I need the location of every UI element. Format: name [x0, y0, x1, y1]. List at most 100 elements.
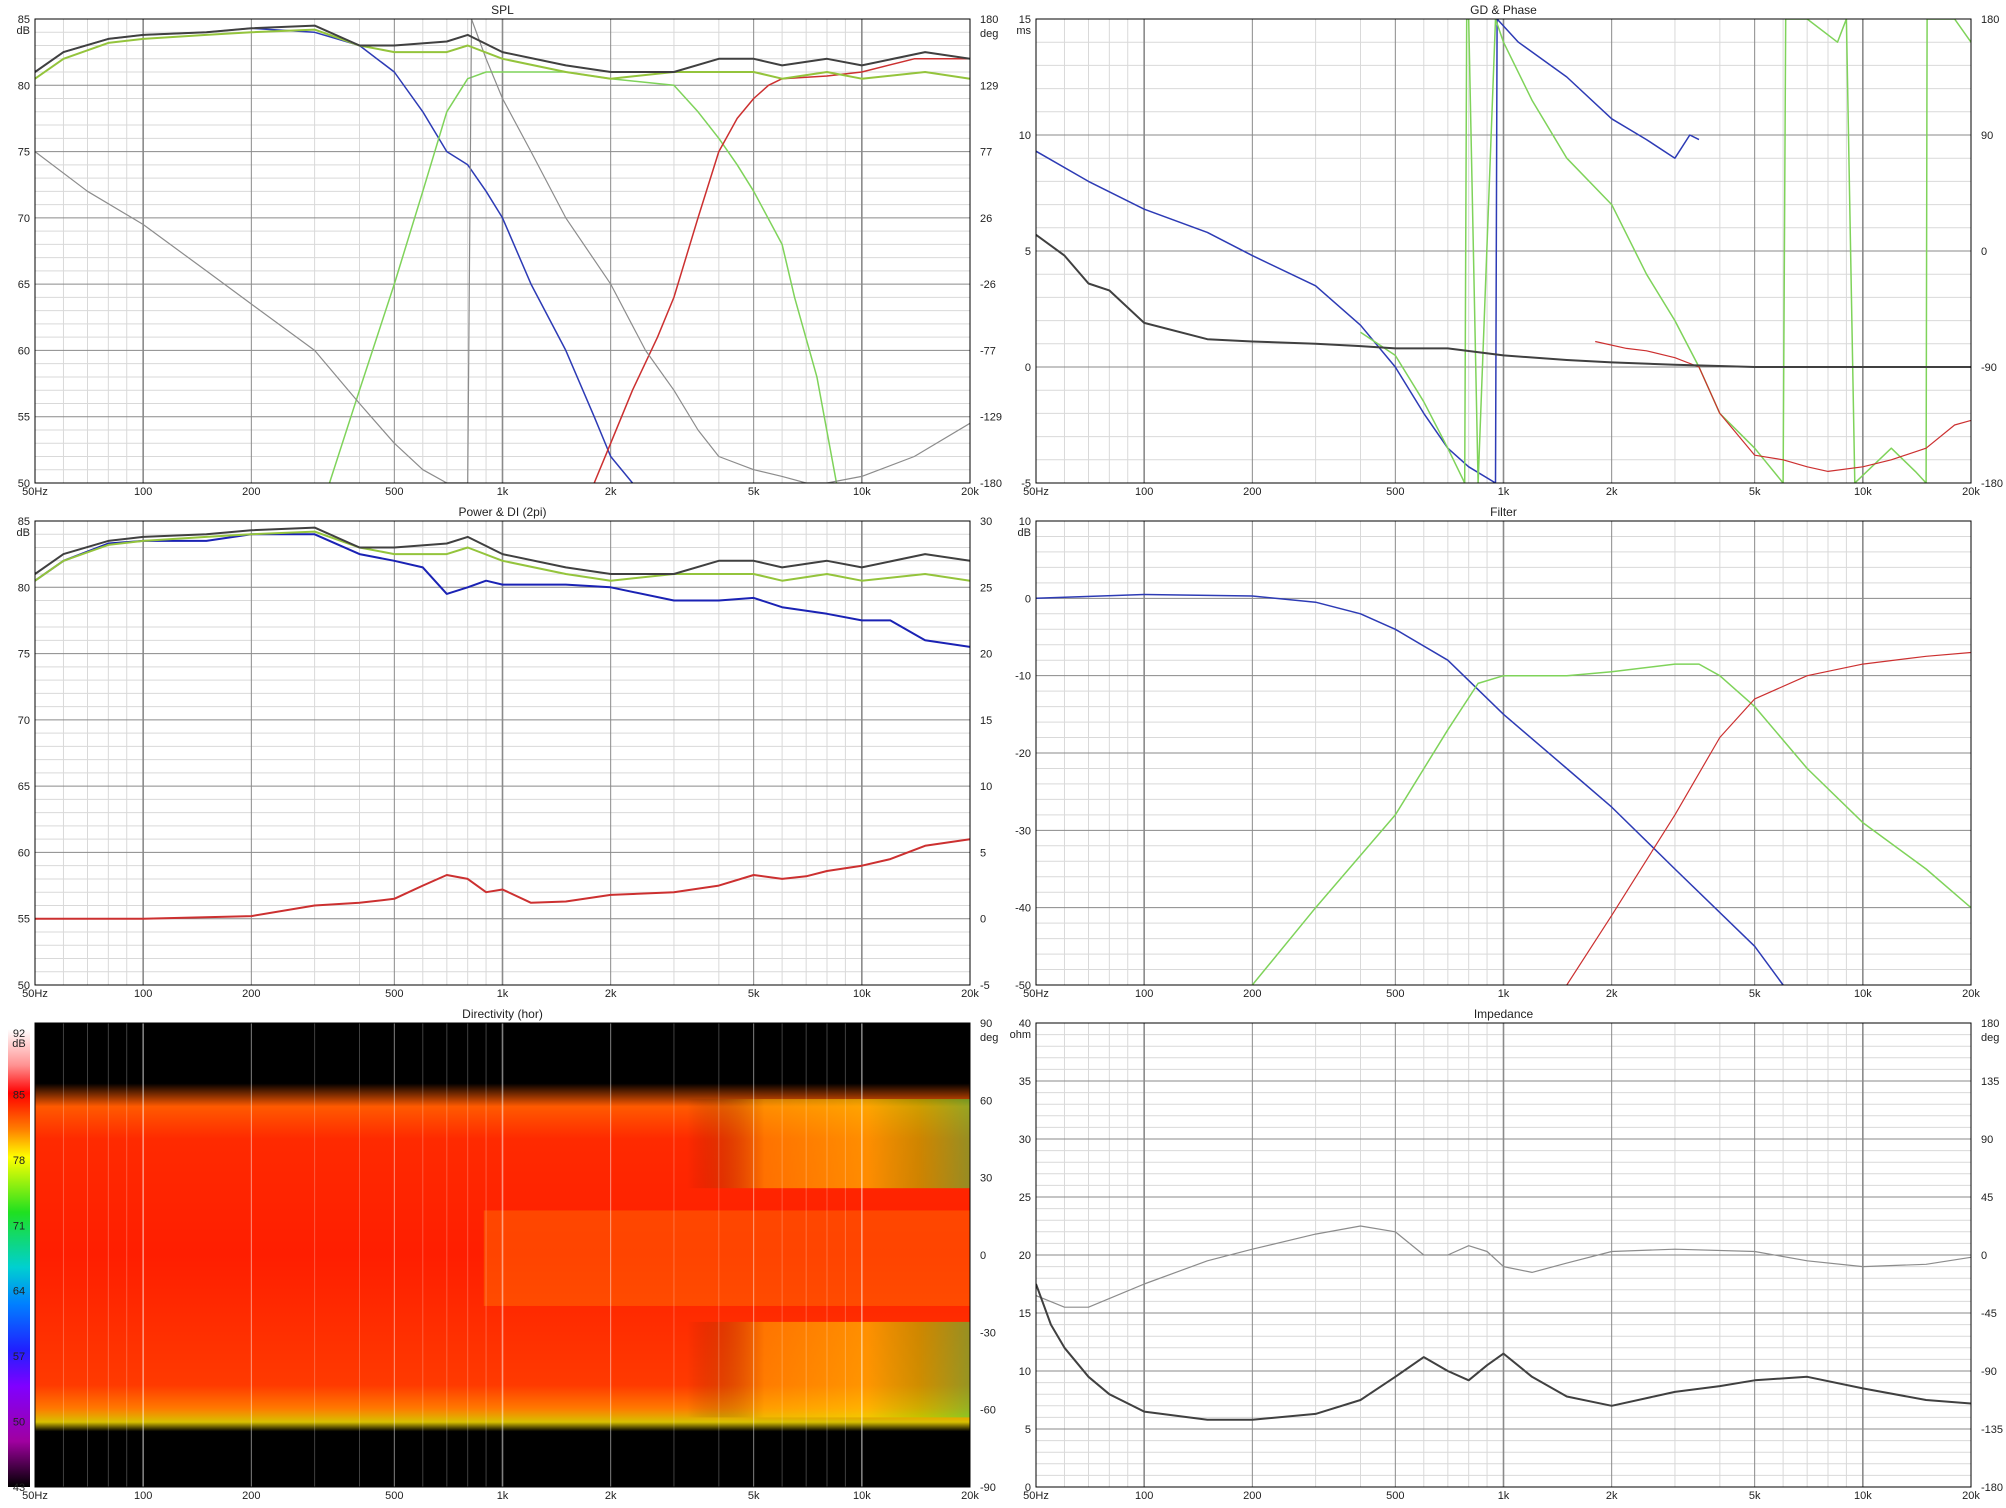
colorbar-label: 92 [13, 1028, 25, 1040]
x-tick-label: 1k [497, 1490, 509, 1502]
x-tick-label: 2k [605, 988, 617, 1000]
x-tick-label: 20k [961, 486, 979, 498]
series-line-dark [1036, 233, 1971, 368]
y-tick-label: 60 [18, 847, 30, 859]
y2-tick-label: -129 [980, 412, 1002, 424]
y2-tick-label: 0 [1981, 246, 1987, 258]
x-tick-label: 100 [134, 486, 152, 498]
chart-title: Impedance [1474, 1007, 1534, 1021]
y-tick-label: 55 [18, 914, 30, 926]
chart-title: Power & DI (2pi) [458, 505, 546, 519]
y-tick-label: 85 [18, 516, 30, 528]
colorbar-label: 64 [13, 1286, 25, 1298]
x-tick-label: 50Hz [22, 988, 48, 1000]
y2-tick-label: 90 [1981, 1134, 1993, 1146]
x-tick-label: 2k [605, 486, 617, 498]
y2-tick-label: 180 [1981, 14, 1999, 26]
x-tick-label: 1k [497, 988, 509, 1000]
series-line-red [1566, 651, 1971, 985]
series-line-dark [1036, 1283, 1971, 1421]
series-line-navy [35, 533, 970, 648]
y-tick-label: 15 [1019, 14, 1031, 26]
x-tick-label: 100 [1135, 486, 1153, 498]
y-tick-label: 50 [18, 478, 30, 490]
chart-title: SPL [491, 3, 514, 17]
chart-title: Filter [1490, 505, 1517, 519]
y2-tick-label: 30 [980, 516, 992, 528]
y-axis-unit: dB [17, 527, 30, 539]
x-tick-label: 2k [605, 1490, 617, 1502]
x-tick-label: 20k [961, 988, 979, 1000]
x-tick-label: 500 [1386, 1490, 1404, 1502]
series-group [1036, 1225, 1971, 1421]
series-line-green [1360, 19, 1971, 483]
x-tick-label: 5k [1749, 988, 1761, 1000]
y-tick-label: 40 [1019, 1018, 1031, 1030]
plot-frame [34, 18, 971, 484]
y2-tick-label: 5 [980, 847, 986, 859]
series-line-dark [35, 24, 970, 73]
y2-tick-label: -26 [980, 279, 996, 291]
x-tick-label: 5k [1749, 486, 1761, 498]
y-tick-label: 25 [1019, 1192, 1031, 1204]
y2-tick-label: 0 [1981, 1250, 1987, 1262]
x-tick-label: 500 [1386, 988, 1404, 1000]
y-tick-label: 70 [18, 715, 30, 727]
x-tick-label: 100 [134, 988, 152, 1000]
y-tick-label: 5 [1025, 246, 1031, 258]
y2-tick-label: 180 [980, 14, 998, 26]
y-tick-label: -30 [1015, 825, 1031, 837]
x-tick-label: 200 [242, 1490, 260, 1502]
y-tick-label: -10 [1015, 671, 1031, 683]
y2-axis-unit: deg [980, 28, 998, 40]
x-tick-label: 500 [385, 1490, 403, 1502]
y-tick-label: 10 [1019, 1366, 1031, 1378]
y-tick-label: 55 [18, 412, 30, 424]
y-tick-label: 80 [18, 80, 30, 92]
y-axis-unit: ms [1016, 25, 1031, 37]
colorbar-label: 57 [13, 1351, 25, 1363]
y2-axis-unit: deg [1981, 1032, 1999, 1044]
y-tick-label: -40 [1015, 903, 1031, 915]
y2-tick-label: 0 [980, 1250, 986, 1262]
series-line-gray [1036, 1225, 1971, 1308]
y-tick-label: 30 [1019, 1134, 1031, 1146]
plot-frame [1035, 1022, 1972, 1488]
x-tick-label: 200 [1243, 988, 1261, 1000]
colorbar-label: 43 [13, 1482, 25, 1494]
x-tick-label: 5k [1749, 1490, 1761, 1502]
series-group [35, 526, 970, 920]
y2-tick-label: -90 [980, 1482, 996, 1494]
y2-tick-label: 135 [1981, 1076, 1999, 1088]
plot-frame [1035, 18, 1972, 484]
y-tick-label: 70 [18, 213, 30, 225]
x-tick-label: 10k [853, 486, 871, 498]
y2-tick-label: 15 [980, 715, 992, 727]
x-tick-label: 200 [1243, 1490, 1261, 1502]
y2-tick-label: 45 [1981, 1192, 1993, 1204]
y2-tick-label: -45 [1981, 1308, 1997, 1320]
x-tick-label: 200 [242, 486, 260, 498]
x-tick-label: 500 [1386, 486, 1404, 498]
x-tick-label: 1k [1498, 1490, 1510, 1502]
x-tick-label: 2k [1606, 1490, 1618, 1502]
y2-axis-unit: deg [980, 1032, 998, 1044]
heatmap-mid-band [483, 1210, 970, 1306]
y-tick-label: 75 [18, 649, 30, 661]
x-tick-label: 10k [1854, 1490, 1872, 1502]
series-line-red [35, 838, 970, 920]
y-axis-unit: dB [17, 25, 30, 37]
x-tick-label: 50Hz [22, 486, 48, 498]
y-tick-label: 60 [18, 345, 30, 357]
colorbar-unit: dB [12, 1038, 25, 1050]
y2-tick-label: -90 [1981, 362, 1997, 374]
y-tick-label: 0 [1025, 593, 1031, 605]
colorbar-label: 71 [13, 1220, 25, 1232]
y2-tick-label: -90 [1981, 1366, 1997, 1378]
x-tick-label: 100 [1135, 988, 1153, 1000]
y-tick-label: 15 [1019, 1308, 1031, 1320]
series-line-red [1595, 340, 1971, 472]
chart-title: GD & Phase [1470, 3, 1537, 17]
